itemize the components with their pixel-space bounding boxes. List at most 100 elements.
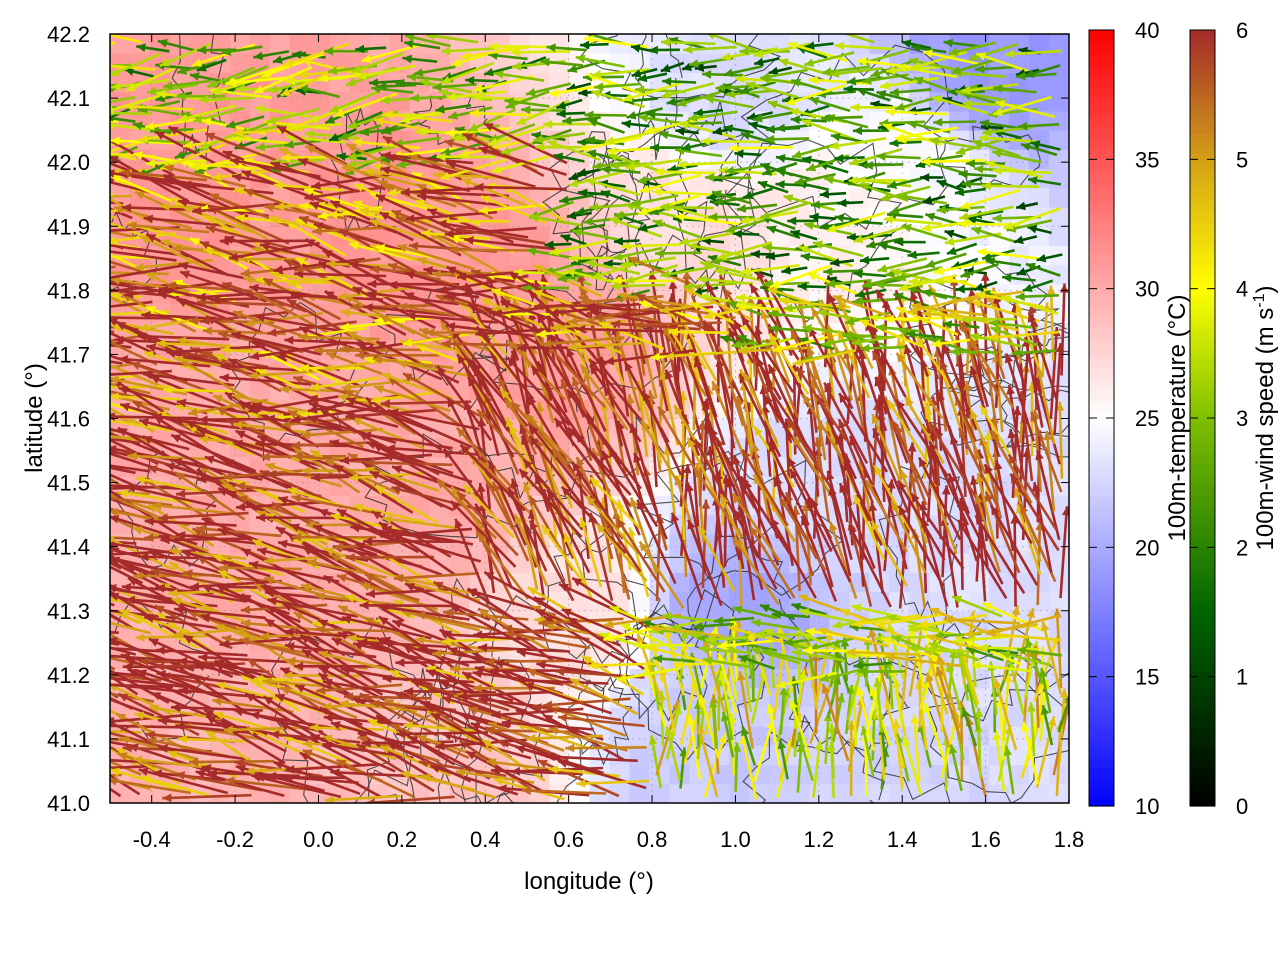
colorbar-swatch [1089, 663, 1114, 671]
x-tick-label: -0.2 [216, 827, 254, 852]
wind-vector [124, 102, 194, 111]
heatmap-cell [169, 264, 191, 285]
heatmap-cell [729, 53, 750, 73]
heatmap-cell [749, 207, 770, 227]
wind-vector [110, 536, 152, 541]
colorbar-swatch [1190, 747, 1215, 755]
wind-vector [110, 193, 114, 197]
colorbar-tick-label: 5 [1236, 147, 1248, 172]
wind-vector [110, 111, 152, 116]
colorbar-swatch [1089, 786, 1114, 794]
colorbar-swatch [1190, 734, 1215, 742]
colorbar-tick-label: 3 [1236, 406, 1248, 431]
colorbar-swatch [1190, 269, 1215, 277]
colorbar-swatch [1089, 49, 1114, 57]
wind-vector [127, 668, 212, 710]
colorbar-swatch [1089, 333, 1114, 341]
heatmap-cell [1009, 706, 1030, 727]
colorbar-swatch [1190, 696, 1215, 704]
wind-vector [110, 375, 134, 380]
colorbar-swatch [1089, 262, 1114, 270]
colorbar-swatch [1190, 430, 1215, 438]
wind-vector [110, 255, 158, 260]
colorbar-swatch [1089, 159, 1114, 167]
colorbar-swatch [1190, 424, 1215, 432]
colorbar-swatch [1089, 612, 1114, 620]
x-tick-label: 1.8 [1054, 827, 1085, 852]
colorbar-swatch [1089, 696, 1114, 704]
wind-vector [139, 552, 232, 562]
colorbar-swatch [1089, 508, 1114, 516]
wind-vector [178, 686, 271, 700]
colorbar-swatch [1089, 230, 1114, 238]
heatmap-cell [110, 783, 131, 803]
heatmap-cell [669, 764, 690, 785]
wind-vector [166, 281, 253, 293]
wind-vector [110, 96, 136, 104]
wind-vector [145, 305, 208, 332]
colorbar-swatch [1089, 709, 1114, 717]
heatmap-cell [549, 591, 571, 612]
colorbar-swatch [1089, 515, 1114, 523]
heatmap-cell [409, 91, 431, 112]
wind-vector [110, 497, 144, 512]
colorbar-swatch [1089, 114, 1114, 122]
colorbar-swatch [1190, 773, 1215, 781]
colorbar-swatch [1089, 295, 1114, 303]
heatmap-cell [1029, 783, 1050, 803]
heatmap-cell [1049, 783, 1069, 803]
colorbar-swatch [1089, 579, 1114, 587]
heatmap-cell [649, 783, 670, 803]
colorbar-swatch [1190, 624, 1215, 632]
wind-vector [110, 515, 114, 519]
colorbar-swatch [1089, 224, 1114, 232]
wind-vector [179, 270, 268, 303]
colorbar-swatch [1190, 754, 1215, 762]
wind-vector [110, 197, 153, 224]
wind-vector [177, 734, 251, 744]
wind-vector [110, 174, 172, 203]
heatmap-cell [589, 283, 611, 304]
x-tick-label: 0.6 [553, 827, 584, 852]
heatmap-cell [889, 783, 910, 803]
colorbar-tick-label: 35 [1135, 147, 1159, 172]
colorbar-swatch [1089, 657, 1114, 665]
x-tick-label: -0.4 [133, 827, 171, 852]
wind-vector [176, 298, 264, 335]
heatmap-cell [249, 380, 271, 400]
colorbar-tick-label: 10 [1135, 794, 1159, 819]
wind-vector [110, 194, 132, 199]
colorbar-swatch [1089, 463, 1114, 471]
colorbar-swatch [1190, 275, 1215, 283]
colorbar-swatch [1089, 217, 1114, 225]
heatmap-cell [649, 476, 670, 496]
colorbar-swatch [1089, 165, 1114, 173]
wind-vector [147, 465, 236, 488]
colorbar-swatch [1089, 637, 1114, 645]
heatmap-cell [649, 149, 670, 170]
heatmap-cell [1009, 745, 1030, 766]
colorbar-swatch [1190, 405, 1215, 413]
wind-vector [212, 697, 294, 714]
contour-line [1000, 389, 1069, 458]
y-tick-label: 42.0 [47, 150, 90, 175]
colorbar-swatch [1190, 172, 1215, 180]
colorbar-swatch [1089, 683, 1114, 691]
colorbar-swatch [1190, 482, 1215, 490]
colorbar-swatch [1190, 139, 1215, 147]
colorbar-swatch [1190, 786, 1215, 794]
colorbar-swatch [1089, 366, 1114, 374]
wind-vector [155, 646, 248, 657]
wind-vector [110, 632, 160, 664]
colorbar-swatch [1190, 637, 1215, 645]
colorbar-swatch [1190, 741, 1215, 749]
heatmap-cell [1049, 72, 1069, 93]
wind-vector [110, 612, 135, 631]
colorbar-tick-label: 1 [1236, 665, 1248, 690]
wind-vector [127, 221, 210, 234]
colorbar-swatch [1190, 146, 1215, 154]
heatmap-cell [889, 34, 910, 54]
wind-vector [110, 764, 157, 770]
wind-vector [158, 511, 249, 523]
